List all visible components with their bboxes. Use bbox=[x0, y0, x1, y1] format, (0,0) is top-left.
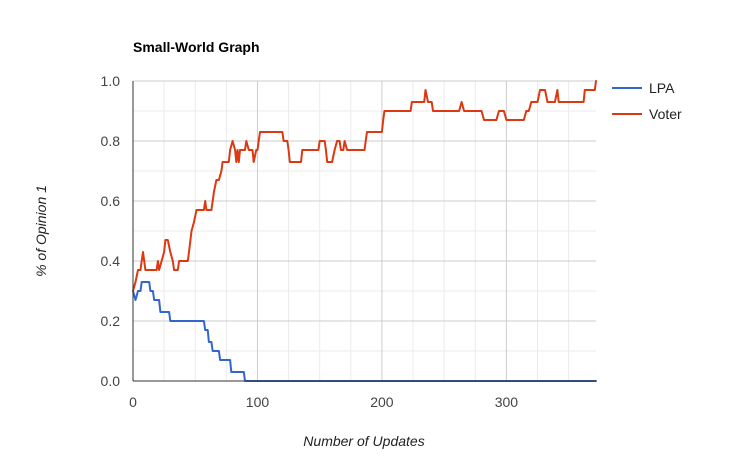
legend: LPA Voter bbox=[612, 80, 682, 122]
y-tick-label: 0.0 bbox=[101, 373, 121, 389]
legend-label-lpa: LPA bbox=[649, 80, 675, 96]
chart-title: Small-World Graph bbox=[133, 39, 260, 55]
x-tick-label: 200 bbox=[370, 394, 394, 410]
axis-layer: 0.0 0.2 0.4 0.6 0.8 1.0 0 100 200 300 bbox=[101, 73, 596, 410]
series-layer bbox=[132, 80, 597, 382]
y-tick-label: 1.0 bbox=[101, 73, 121, 89]
y-tick-label: 0.2 bbox=[101, 313, 121, 329]
y-tick-label: 0.8 bbox=[101, 133, 121, 149]
y-tick-label: 0.4 bbox=[101, 253, 121, 269]
y-axis-label: % of Opinion 1 bbox=[33, 185, 49, 277]
x-tick-label: 0 bbox=[129, 394, 137, 410]
x-tick-label: 300 bbox=[495, 394, 519, 410]
x-tick-label: 100 bbox=[246, 394, 270, 410]
x-axis-label: Number of Updates bbox=[303, 433, 424, 449]
y-tick-label: 0.6 bbox=[101, 193, 121, 209]
grid-layer bbox=[133, 80, 596, 381]
series-line-voter bbox=[132, 80, 597, 292]
series-line-lpa bbox=[132, 281, 597, 382]
legend-label-voter: Voter bbox=[649, 106, 682, 122]
